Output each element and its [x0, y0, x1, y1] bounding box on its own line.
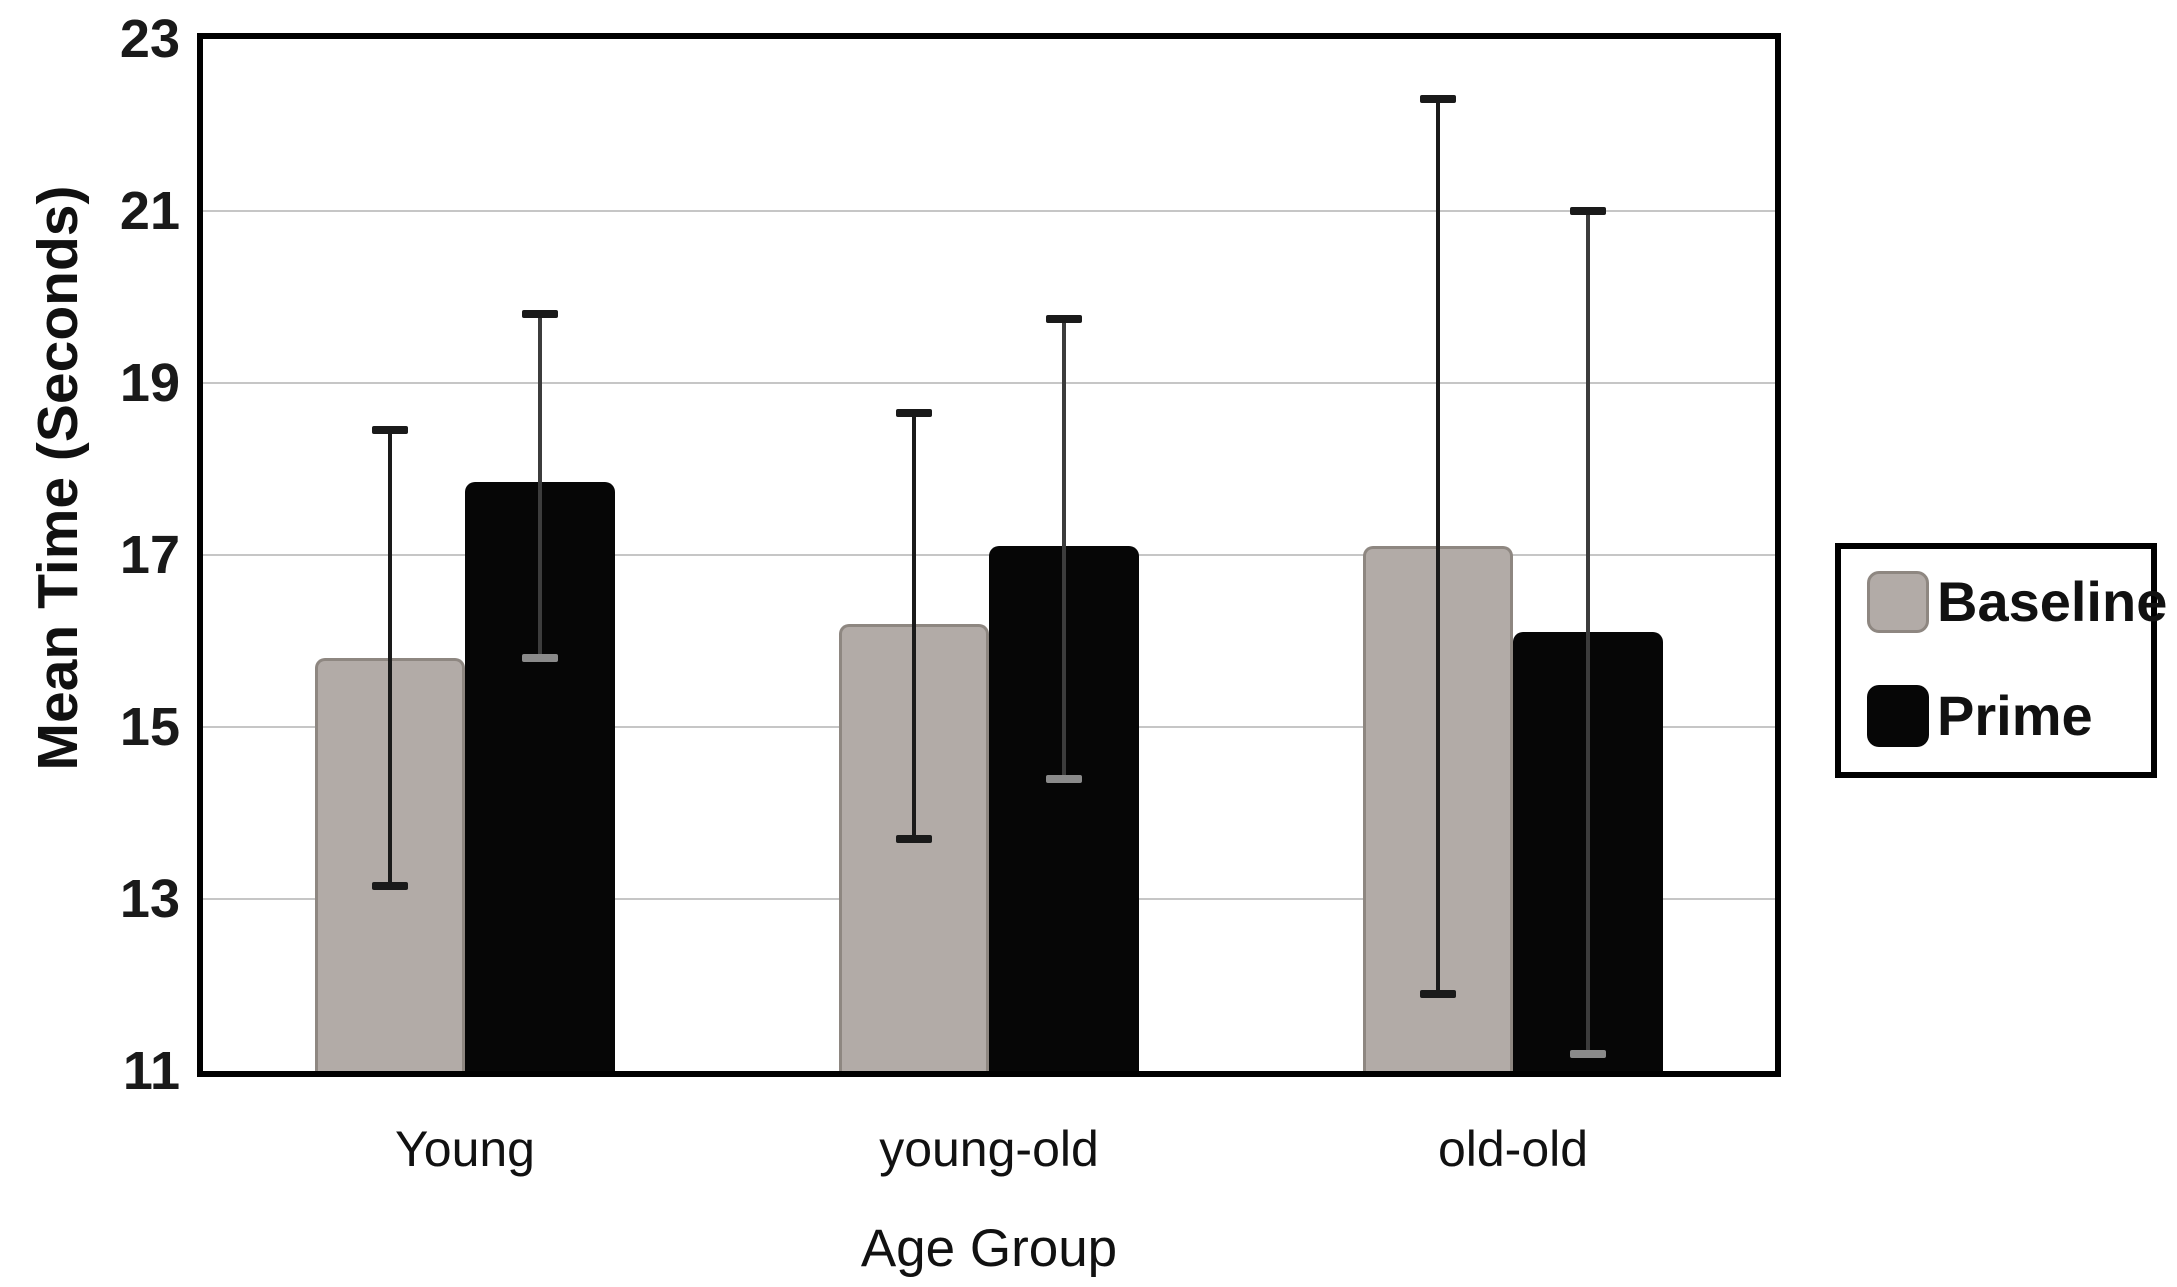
error-bar-line [1436, 99, 1440, 994]
legend-label: Prime [1937, 684, 2093, 747]
legend-swatch-prime [1867, 685, 1929, 747]
gridline [203, 382, 1775, 384]
legend-item-prime: Prime [1867, 685, 2093, 747]
error-bar-line [912, 413, 916, 839]
legend-swatch-baseline [1867, 571, 1929, 633]
y-tick-label: 23 [119, 9, 180, 69]
error-bar-cap-bottom [372, 882, 408, 891]
error-bar-cap-top [1570, 207, 1606, 215]
x-axis-title: Age Group [860, 1219, 1118, 1278]
error-bar-line [388, 430, 392, 887]
error-bar-cap-bottom [1046, 774, 1082, 783]
legend: Baseline Prime [1835, 543, 2167, 778]
gridline [203, 210, 1775, 212]
y-tick-label: 13 [119, 869, 180, 929]
error-bar-cap-bottom [522, 654, 558, 663]
y-tick-label: 11 [122, 1041, 180, 1101]
error-bar-cap-top [372, 426, 408, 435]
error-bar-cap-top [896, 409, 932, 418]
y-axis-title: Mean Time (Seconds) [26, 185, 90, 771]
y-tick-label: 21 [119, 181, 180, 241]
plot-area [197, 33, 1781, 1077]
error-bar-cap-bottom [896, 834, 932, 843]
legend-item-baseline: Baseline [1867, 571, 2167, 633]
y-tick-label: 19 [119, 353, 180, 413]
error-bar-line [1586, 211, 1590, 1054]
error-bar-cap-top [1046, 314, 1082, 323]
error-bar-line [1062, 318, 1066, 779]
y-tick-label: 15 [119, 697, 180, 757]
error-bar-cap-bottom [1570, 1049, 1606, 1058]
error-bar-cap-top [522, 310, 558, 319]
x-category-label: old-old [1437, 1121, 1589, 1177]
legend-label: Baseline [1937, 570, 2168, 633]
y-tick-label: 17 [119, 525, 180, 585]
x-category-label: Young [395, 1121, 535, 1177]
x-category-label: young-old [879, 1121, 1099, 1177]
error-bar-cap-bottom [1420, 989, 1456, 998]
error-bar-cap-top [1420, 95, 1456, 104]
error-bar-line [538, 314, 542, 659]
